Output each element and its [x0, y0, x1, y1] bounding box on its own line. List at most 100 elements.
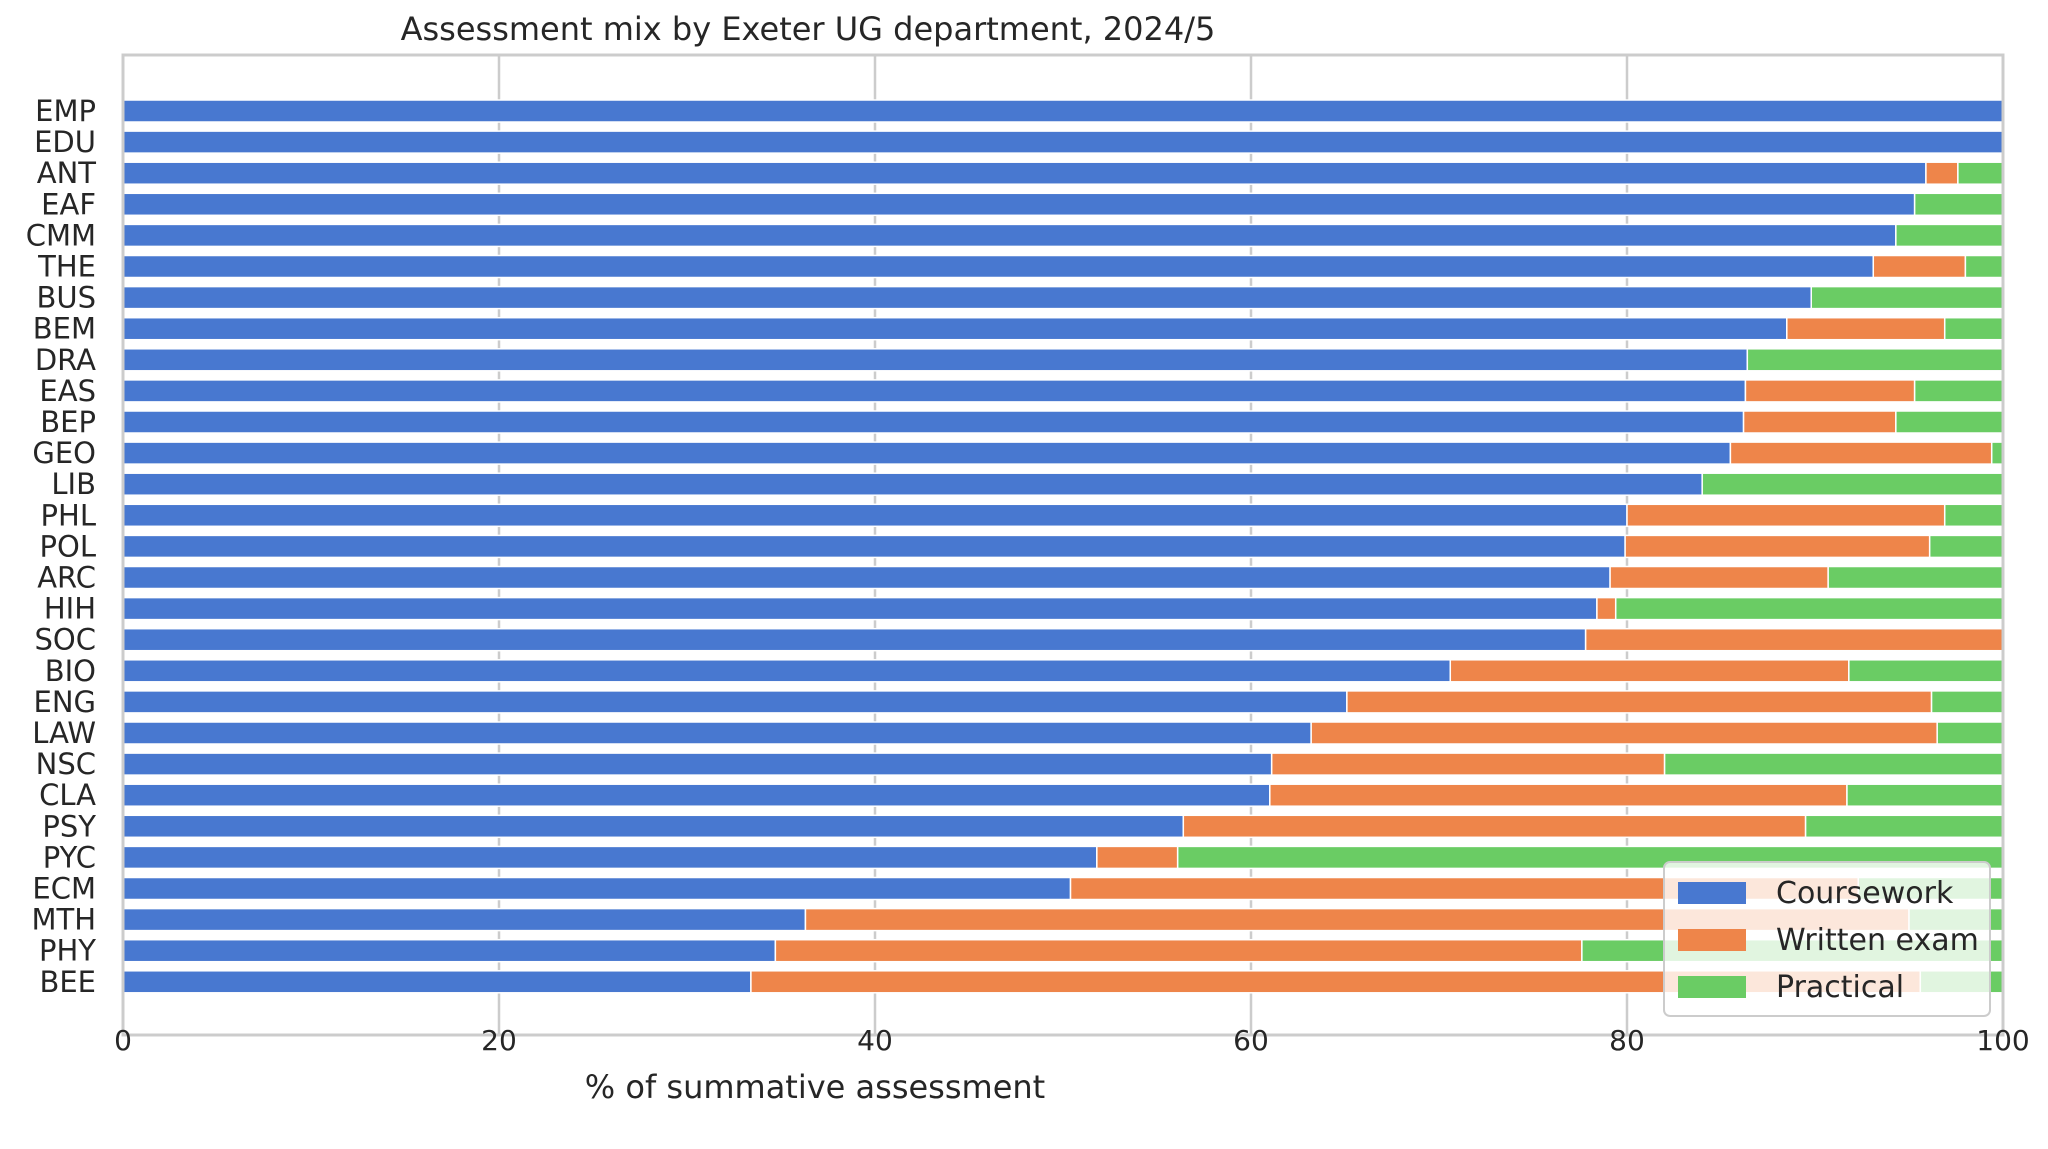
- bar-ant-coursework: [122, 161, 1927, 185]
- bar-phy-written-exam: [774, 938, 1583, 963]
- bar-eas-coursework: [122, 379, 1747, 403]
- bar-soc-written-exam: [1584, 627, 2004, 652]
- category-label-the: THE: [37, 250, 96, 284]
- category-label-bep: BEP: [40, 405, 96, 439]
- bar-eaf-practical: [1913, 192, 2004, 217]
- bar-psy-practical: [1804, 814, 2004, 839]
- category-label-phy: PHY: [39, 934, 96, 968]
- bar-the-coursework: [122, 254, 1875, 279]
- category-label-nsc: NSC: [36, 747, 96, 781]
- bar-cla-coursework: [122, 783, 1271, 807]
- bar-nsc-coursework: [122, 752, 1273, 776]
- category-label-phl: PHL: [41, 498, 96, 532]
- bar-ant-practical: [1957, 161, 2004, 185]
- bar-cla-practical: [1846, 783, 2004, 807]
- category-label-arc: ARC: [37, 561, 96, 595]
- bar-lib-coursework: [122, 472, 1703, 496]
- bar-dra-practical: [1746, 348, 2004, 372]
- legend-label-coursework: Coursework: [1776, 876, 1954, 911]
- category-label-lib: LIB: [51, 467, 96, 501]
- bar-emp-coursework: [122, 99, 2004, 123]
- bar-mth-coursework: [122, 907, 807, 932]
- bar-eng-written-exam: [1346, 690, 1933, 714]
- legend-swatch-written-exam: [1678, 929, 1746, 951]
- bar-psy-written-exam: [1182, 814, 1807, 839]
- category-label-dra: DRA: [35, 343, 96, 377]
- bar-law-written-exam: [1310, 721, 1938, 745]
- bar-eaf-coursework: [122, 192, 1916, 217]
- x-tick-label-20: 20: [481, 1024, 517, 1057]
- category-label-eaf: EAF: [41, 187, 96, 221]
- bar-ant-written-exam: [1925, 161, 1959, 185]
- bar-cmm-practical: [1895, 223, 2004, 248]
- category-label-soc: SOC: [35, 623, 96, 657]
- legend-swatch-practical: [1678, 976, 1746, 998]
- category-label-edu: EDU: [34, 125, 96, 159]
- bar-bus-coursework: [122, 285, 1812, 310]
- bar-cmm-coursework: [122, 223, 1897, 248]
- bar-phl-written-exam: [1626, 503, 1946, 528]
- bar-bem-coursework: [122, 316, 1788, 341]
- bar-eas-practical: [1913, 379, 2004, 403]
- category-label-law: LAW: [32, 716, 96, 750]
- bars: [122, 99, 2004, 994]
- bar-bio-written-exam: [1449, 659, 1850, 683]
- bar-bep-written-exam: [1742, 410, 1897, 434]
- category-label-eas: EAS: [39, 374, 96, 408]
- x-tick-label-80: 80: [1609, 1024, 1645, 1057]
- x-tick-label-0: 0: [114, 1024, 132, 1057]
- bar-pyc-written-exam: [1096, 845, 1179, 870]
- bar-phy-coursework: [122, 938, 777, 963]
- category-label-pol: POL: [40, 529, 96, 563]
- category-label-bus: BUS: [36, 281, 96, 315]
- chart-title: Assessment mix by Exeter UG department, …: [401, 10, 1216, 48]
- bar-bep-coursework: [122, 410, 1745, 434]
- bar-cla-written-exam: [1269, 783, 1848, 807]
- bar-ecm-coursework: [122, 876, 1072, 901]
- x-tick-label-40: 40: [857, 1024, 893, 1057]
- bar-lib-practical: [1701, 472, 2004, 496]
- bar-bep-practical: [1895, 410, 2004, 434]
- bar-bio-coursework: [122, 659, 1452, 683]
- bar-geo-coursework: [122, 441, 1732, 465]
- bar-phl-coursework: [122, 503, 1628, 528]
- bar-law-coursework: [122, 721, 1312, 745]
- bar-pol-coursework: [122, 534, 1626, 559]
- bar-edu-coursework: [122, 130, 2004, 154]
- plot-frame: [121, 53, 2005, 1037]
- category-label-geo: GEO: [32, 436, 96, 470]
- bar-pol-written-exam: [1624, 534, 1931, 559]
- bar-bem-written-exam: [1786, 316, 1946, 341]
- category-label-cla: CLA: [39, 778, 96, 812]
- bar-bem-practical: [1943, 316, 2004, 341]
- bar-nsc-practical: [1663, 752, 2004, 776]
- bar-geo-practical: [1990, 441, 2004, 465]
- bar-arc-written-exam: [1609, 565, 1829, 590]
- x-axis-label: % of summative assessment: [585, 1068, 1045, 1106]
- category-label-ant: ANT: [37, 156, 97, 190]
- legend-label-practical: Practical: [1776, 970, 1904, 1005]
- category-label-eng: ENG: [34, 685, 97, 719]
- category-label-emp: EMP: [35, 94, 96, 128]
- bar-psy-coursework: [122, 814, 1185, 839]
- x-tick-labels: 0 20 40 60 80 100: [114, 1024, 2030, 1057]
- bar-geo-written-exam: [1729, 441, 1993, 465]
- legend-label-written-exam: Written exam: [1776, 923, 1979, 958]
- category-label-hih: HIH: [44, 592, 96, 626]
- bar-phl-practical: [1943, 503, 2004, 528]
- bar-nsc-written-exam: [1270, 752, 1666, 776]
- bar-eng-coursework: [122, 690, 1348, 714]
- bar-bio-practical: [1848, 659, 2004, 683]
- bar-eng-practical: [1930, 690, 2004, 714]
- bar-soc-coursework: [122, 627, 1587, 652]
- bar-the-practical: [1964, 254, 2004, 279]
- bar-law-practical: [1936, 721, 2004, 745]
- bar-pol-practical: [1928, 534, 2004, 559]
- bar-hih-written-exam: [1596, 596, 1617, 621]
- bar-arc-practical: [1827, 565, 2004, 590]
- x-tick-label-100: 100: [1976, 1024, 2029, 1057]
- category-label-mth: MTH: [31, 903, 96, 937]
- bar-pyc-coursework: [122, 845, 1098, 870]
- category-label-bem: BEM: [33, 312, 96, 346]
